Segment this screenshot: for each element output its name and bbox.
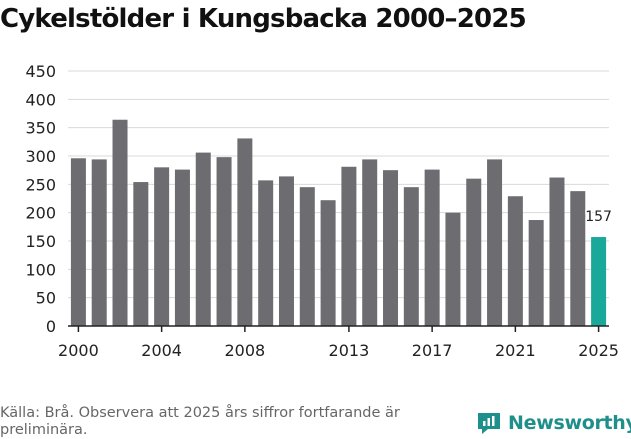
bar (424, 169, 440, 326)
bar (216, 157, 232, 326)
bar (466, 178, 482, 326)
brand-logo[interactable]: Newsworthy (476, 408, 631, 438)
source-note: Källa: Brå. Observera att 2025 års siffr… (0, 405, 400, 438)
bar (154, 167, 170, 326)
y-tick-label: 250 (25, 175, 56, 194)
bar (278, 176, 294, 326)
bar (258, 180, 274, 326)
bar (133, 182, 149, 326)
y-tick-label: 50 (36, 289, 56, 308)
x-tick-label: 2021 (495, 341, 536, 360)
bar (299, 187, 315, 326)
chart-title: Cykelstölder i Kungsbacka 2000–2025 (0, 4, 527, 34)
brand-name: Newsworthy (508, 412, 631, 434)
bar (362, 159, 378, 326)
bar (320, 200, 336, 326)
bar (383, 170, 399, 326)
bar (487, 159, 503, 326)
newsworthy-logo-icon (478, 413, 500, 434)
bar (112, 119, 128, 326)
x-tick-label: 2004 (141, 341, 182, 360)
bar (591, 237, 607, 326)
bar (70, 158, 86, 326)
bar (570, 191, 586, 326)
bar (445, 212, 461, 326)
y-tick-label: 200 (25, 204, 56, 223)
y-tick-label: 350 (25, 119, 56, 138)
data-label: 157 (585, 209, 612, 225)
bar (341, 166, 357, 326)
bar (195, 152, 211, 326)
grid-lines (68, 70, 609, 299)
x-axis: 2000 2004 2008 2013 2017 2021 2025 (58, 325, 619, 360)
x-tick-label: 2025 (578, 341, 619, 360)
bar (91, 159, 107, 326)
bar (528, 220, 544, 326)
y-tick-label: 450 (25, 62, 56, 81)
bar (174, 169, 190, 326)
bars (70, 119, 607, 326)
y-tick-label: 100 (25, 260, 56, 279)
y-tick-label: 150 (25, 232, 56, 251)
data-labels: 157 (584, 208, 614, 227)
bar (507, 196, 523, 326)
bar (237, 138, 253, 326)
y-axis-ticks: 0 50 100 150 200 250 300 350 400 450 (25, 62, 56, 336)
y-tick-label: 300 (25, 147, 56, 166)
x-tick-label: 2008 (225, 341, 266, 360)
y-tick-label: 0 (46, 317, 56, 336)
bar (403, 187, 419, 326)
y-tick-label: 400 (25, 90, 56, 109)
bar (549, 177, 565, 326)
x-tick-label: 2000 (58, 341, 99, 360)
x-tick-label: 2013 (329, 341, 370, 360)
x-tick-label: 2017 (412, 341, 453, 360)
